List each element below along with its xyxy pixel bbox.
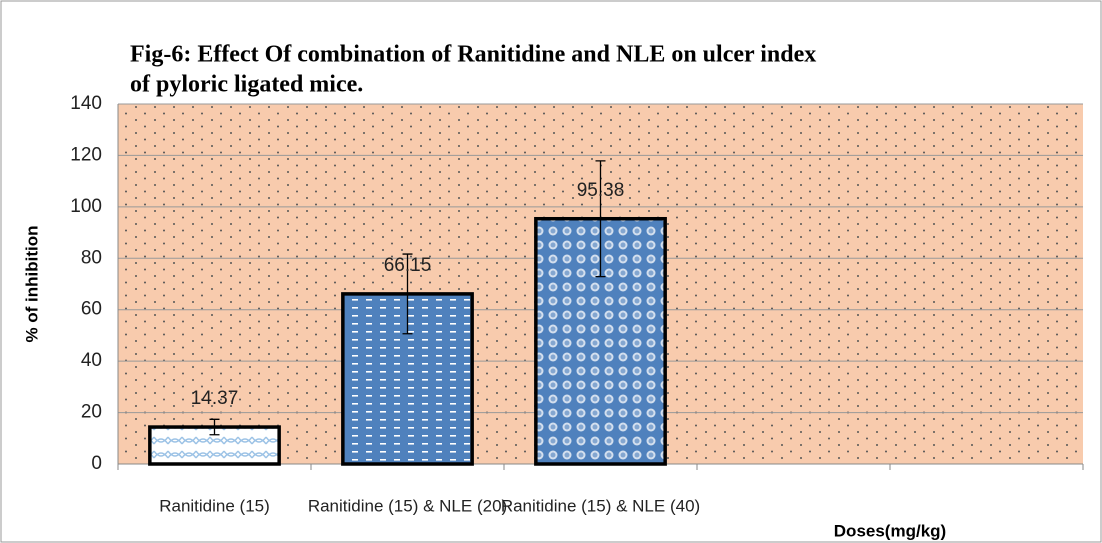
- x-tick-label: Ranitidine (15) & NLE (20): [308, 496, 507, 515]
- y-tick-label: 20: [81, 402, 102, 423]
- y-axis-label: % of inhibition: [22, 225, 41, 342]
- y-tick-label: 0: [91, 453, 102, 474]
- x-axis-label: Doses(mg/kg): [834, 521, 946, 540]
- data-label: 14.37: [191, 388, 239, 409]
- y-tick-label: 60: [81, 299, 102, 320]
- error-bar: [595, 160, 606, 278]
- data-label: 95.38: [577, 180, 625, 201]
- error-bar: [402, 253, 413, 335]
- y-tick-label: 40: [81, 350, 102, 371]
- chart-title: Fig-6: Effect Of combination of Ranitidi…: [130, 42, 816, 68]
- y-tick-label: 140: [70, 93, 102, 114]
- y-tick-label: 120: [70, 144, 102, 165]
- x-tick-label: Ranitidine (15): [159, 496, 270, 515]
- data-label: 66.15: [384, 255, 432, 276]
- error-bar: [209, 418, 220, 436]
- chart-title: of pyloric ligated mice.: [130, 72, 363, 98]
- x-tick-label: Ranitidine (15) & NLE (40): [501, 496, 700, 515]
- y-tick-label: 100: [70, 196, 102, 217]
- y-tick-label: 80: [81, 247, 102, 268]
